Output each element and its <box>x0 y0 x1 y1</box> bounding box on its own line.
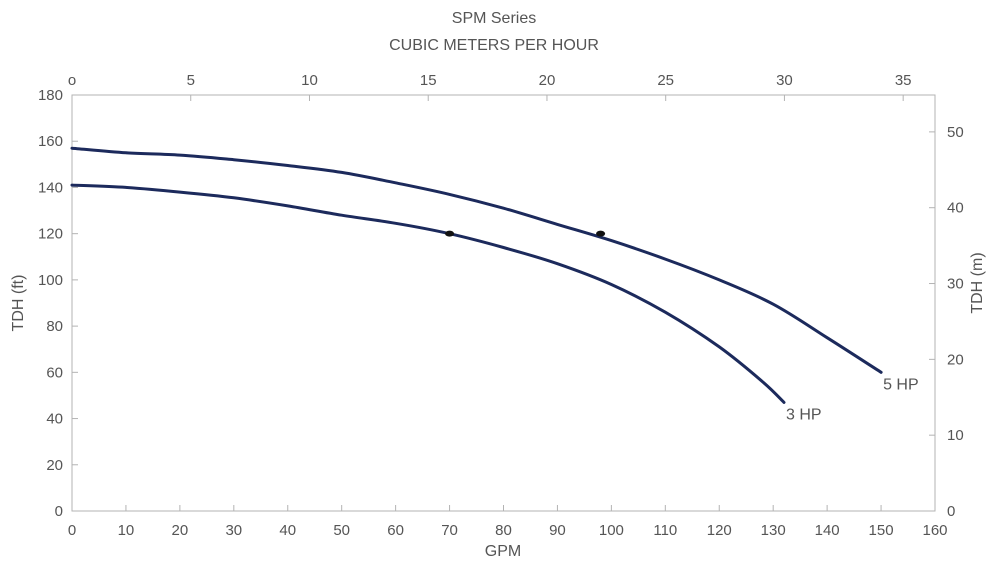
x-axis-label: GPM <box>485 543 521 560</box>
y-right-tick-label: 10 <box>947 427 964 444</box>
top-axis-label: CUBIC METERS PER HOUR <box>389 37 599 54</box>
top-tick-label: 35 <box>895 72 912 89</box>
x-tick-label: 30 <box>225 522 242 539</box>
x-tick-label: 40 <box>279 522 296 539</box>
y-left-tick-label: 0 <box>55 503 63 520</box>
series-line-3-hp <box>70 183 786 404</box>
y-right-tick-label: 30 <box>947 276 964 293</box>
x-tick-label: 20 <box>172 522 189 539</box>
y-right-tick-label: 50 <box>947 124 964 141</box>
x-tick-label: 10 <box>118 522 135 539</box>
x-tick-label: 110 <box>653 522 677 539</box>
series-lines: 3 HP 5 HP <box>70 146 919 423</box>
x-tick-label: 120 <box>707 522 732 539</box>
x-tick-label: 80 <box>495 522 512 539</box>
y-left-tick-label: 100 <box>38 272 63 289</box>
x-tick-label: 60 <box>387 522 404 539</box>
series-marker-5-hp <box>596 230 606 237</box>
y-axis-right-label: TDH (m) <box>969 252 986 313</box>
x-tick-label: 130 <box>761 522 786 539</box>
series-label-5-hp: 5 HP <box>883 376 919 393</box>
x-tick-label: 160 <box>922 522 947 539</box>
y-left-tick-label: 40 <box>46 411 63 428</box>
series-marker-3-hp <box>445 230 455 237</box>
y-left-tick-label: 80 <box>46 318 63 335</box>
y-left-tick-label: 60 <box>46 364 63 381</box>
x-tick-label: 100 <box>599 522 624 539</box>
x-tick-label: 90 <box>549 522 566 539</box>
y-left-tick-label: 180 <box>38 87 63 104</box>
x-tick-label: 150 <box>869 522 894 539</box>
top-tick-label: 30 <box>776 72 793 89</box>
y-left-tick-label: 120 <box>38 226 63 243</box>
y-right-tick-label: 20 <box>947 351 964 368</box>
axis-ticks: 0 10 20 30 40 50 60 70 80 90 100 110 120 130 140 150 160… <box>38 72 964 539</box>
x-tick-label: 0 <box>68 522 76 539</box>
y-left-tick-label: 140 <box>38 179 63 196</box>
top-tick-label: 10 <box>301 72 318 89</box>
chart-title: SPM Series <box>452 10 536 27</box>
top-tick-label: o <box>68 72 76 89</box>
y-left-tick-label: 160 <box>38 133 63 150</box>
x-tick-label: 140 <box>815 522 840 539</box>
y-right-tick-label: 40 <box>947 200 964 217</box>
series-label-3-hp: 3 HP <box>786 406 822 423</box>
series-line-5-hp <box>70 146 883 374</box>
x-tick-label: 50 <box>333 522 350 539</box>
top-tick-label: 25 <box>657 72 674 89</box>
x-tick-label: 70 <box>441 522 458 539</box>
top-tick-label: 5 <box>187 72 195 89</box>
y-right-tick-label: 0 <box>947 503 955 520</box>
top-tick-label: 20 <box>539 72 556 89</box>
top-tick-label: 15 <box>420 72 437 89</box>
y-left-tick-label: 20 <box>46 457 63 474</box>
y-axis-left-label: TDH (ft) <box>10 275 27 332</box>
